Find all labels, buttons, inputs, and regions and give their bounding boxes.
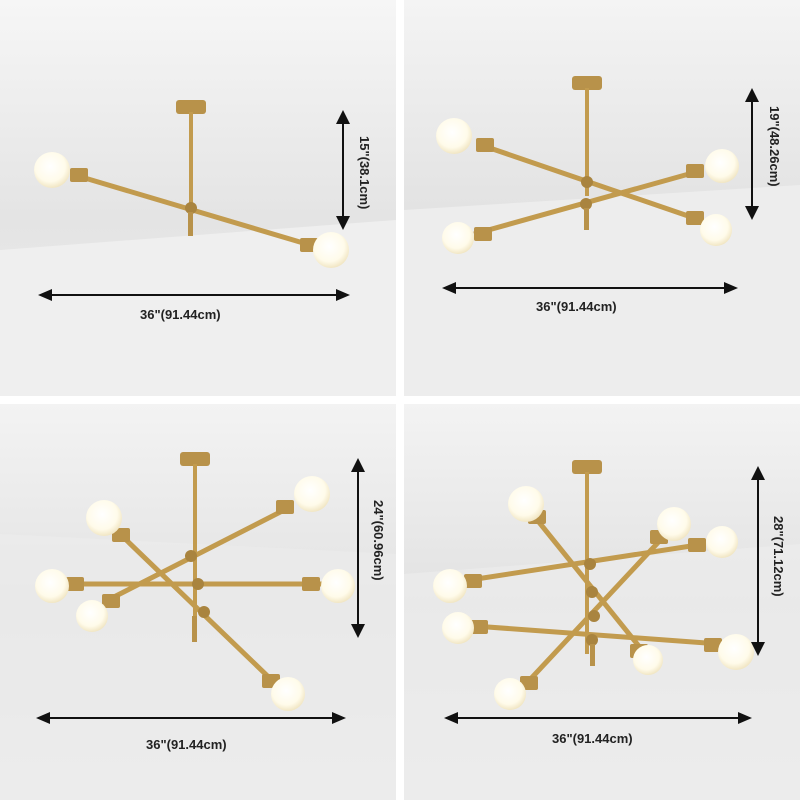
panel-6-light: 24"(60.96cm) 36"(91.44cm) bbox=[0, 404, 396, 800]
height-dimension-label: 19"(48.26cm) bbox=[767, 106, 782, 187]
panel-4-light: 19"(48.26cm) 36"(91.44cm) bbox=[404, 0, 800, 396]
width-dimension-label: 36"(91.44cm) bbox=[140, 307, 221, 322]
width-dimension-label: 36"(91.44cm) bbox=[552, 731, 633, 746]
height-dimension-label: 28"(71.12cm) bbox=[771, 516, 786, 597]
chandelier-photo-4-light bbox=[404, 0, 800, 396]
height-dimension-label: 24"(60.96cm) bbox=[371, 500, 386, 581]
width-dimension-label: 36"(91.44cm) bbox=[536, 299, 617, 314]
height-dimension-label: 15"(38.1cm) bbox=[357, 136, 372, 210]
chandelier-photo-2-light bbox=[0, 0, 396, 396]
chandelier-photo-8-light bbox=[404, 404, 800, 800]
panel-2-light: 15"(38.1cm) 36"(91.44cm) bbox=[0, 0, 396, 396]
chandelier-photo-6-light bbox=[0, 404, 396, 800]
panel-8-light: 28"(71.12cm) 36"(91.44cm) bbox=[404, 404, 800, 800]
width-dimension-label: 36"(91.44cm) bbox=[146, 737, 227, 752]
